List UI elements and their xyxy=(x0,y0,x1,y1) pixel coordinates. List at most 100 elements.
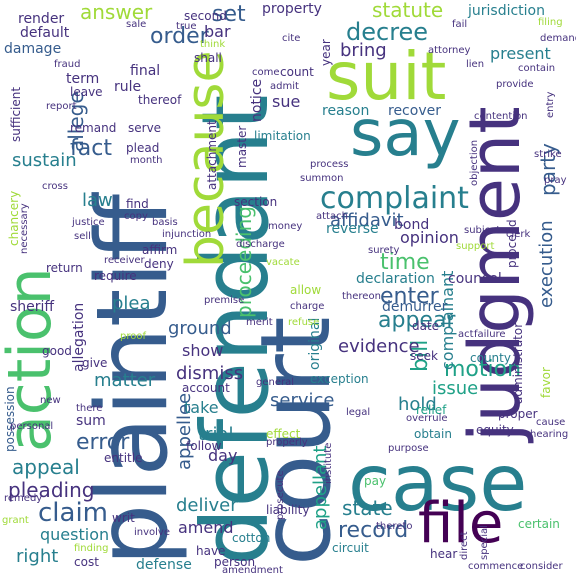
cloud-word: fraud xyxy=(54,59,81,70)
cloud-word: contain xyxy=(518,63,556,74)
cloud-word: state xyxy=(342,496,393,520)
cloud-word: thereto xyxy=(376,521,413,532)
cloud-word: deliver xyxy=(176,495,238,516)
cloud-word: discharge xyxy=(236,239,285,250)
cloud-word: statute xyxy=(372,0,444,22)
cloud-word: sell xyxy=(74,231,91,242)
cloud-word: notice xyxy=(249,78,265,122)
cloud-word: act xyxy=(458,329,474,340)
cloud-word: sustain xyxy=(12,150,77,171)
cloud-word: possession xyxy=(3,386,17,452)
cloud-word: dismiss xyxy=(176,363,244,384)
cloud-word: question xyxy=(40,525,110,544)
cloud-word: take xyxy=(184,398,219,417)
cloud-word: law xyxy=(82,190,113,211)
cloud-word: filing xyxy=(538,17,563,28)
cloud-word: render xyxy=(18,11,65,27)
cloud-word: commence xyxy=(468,561,524,572)
cloud-word: appear xyxy=(378,308,456,333)
cloud-word: surety xyxy=(368,245,400,256)
cloud-word: affidavit xyxy=(330,210,404,231)
cloud-word: attach xyxy=(316,211,348,222)
cloud-word: execution xyxy=(536,220,557,308)
cloud-word: cost xyxy=(74,555,99,569)
cloud-word: think xyxy=(200,39,226,50)
cloud-word: overrule xyxy=(406,413,448,424)
cloud-word: receiver xyxy=(104,255,145,266)
cloud-word: thereon xyxy=(342,291,381,302)
cloud-word: entry xyxy=(545,91,556,118)
cloud-word: equity xyxy=(476,423,514,437)
cloud-word: amend xyxy=(178,518,234,537)
cloud-word: merit xyxy=(246,317,273,328)
cloud-word: sue xyxy=(272,92,301,111)
cloud-word: cross xyxy=(42,181,68,192)
cloud-word: month xyxy=(130,155,163,166)
cloud-word: year xyxy=(319,39,333,66)
cloud-word: legal xyxy=(346,407,371,418)
cloud-word: bond xyxy=(394,217,430,233)
cloud-word: deny xyxy=(144,257,174,271)
cloud-word: special xyxy=(479,525,490,560)
cloud-word: proof xyxy=(120,331,146,342)
cloud-word: relief xyxy=(416,403,447,417)
cloud-word: hold xyxy=(398,394,437,415)
cloud-word: liability xyxy=(266,503,310,517)
cloud-word: final xyxy=(130,63,161,79)
cloud-word: injunction xyxy=(162,229,212,240)
cloud-word: vacate xyxy=(266,257,300,268)
cloud-word: right xyxy=(16,546,59,567)
cloud-word: property xyxy=(262,1,322,17)
cloud-word: file xyxy=(418,491,504,556)
cloud-word: attachment xyxy=(205,120,219,190)
cloud-word: day xyxy=(208,446,238,465)
cloud-word: pay xyxy=(364,474,387,488)
cloud-word: report xyxy=(46,101,77,112)
cloud-word: present xyxy=(490,44,551,63)
cloud-word: pleading xyxy=(8,478,95,502)
cloud-word: involve xyxy=(134,527,171,538)
cloud-word: refuse xyxy=(288,317,320,328)
cloud-word: institute xyxy=(323,442,334,484)
cloud-word: order xyxy=(150,24,209,49)
cloud-word: decree xyxy=(346,18,429,46)
cloud-word: favor xyxy=(539,367,553,398)
cloud-word: record xyxy=(338,518,409,543)
cloud-word: hear xyxy=(430,547,458,561)
cloud-word: return xyxy=(46,261,83,275)
cloud-word: support xyxy=(456,241,495,252)
cloud-word: time xyxy=(380,250,430,275)
cloud-word: account xyxy=(182,381,230,395)
cloud-word: answer xyxy=(80,0,153,24)
cloud-word: amendment xyxy=(222,565,283,576)
cloud-word: personal xyxy=(10,421,54,432)
cloud-word: require xyxy=(94,269,137,283)
cloud-word: serve xyxy=(128,121,162,135)
cloud-word: thereof xyxy=(138,93,182,107)
cloud-word: purpose xyxy=(388,443,429,454)
cloud-word: fail xyxy=(452,19,468,30)
cloud-word: clerk xyxy=(506,229,531,240)
cloud-word: fact xyxy=(70,136,112,161)
cloud-word: evidence xyxy=(338,336,420,357)
cloud-word: sale xyxy=(126,19,147,30)
cloud-word: term xyxy=(66,71,100,87)
cloud-word: effect xyxy=(266,427,301,441)
cloud-word: issue xyxy=(432,378,479,399)
cloud-word: counsel xyxy=(448,271,502,287)
cloud-word: subject xyxy=(464,225,501,236)
cloud-word: consider xyxy=(520,561,563,572)
cloud-word: suit xyxy=(326,38,447,115)
cloud-word: remand xyxy=(70,121,117,135)
cloud-word: default xyxy=(20,25,70,41)
cloud-word: writ xyxy=(112,511,135,525)
cloud-word: limitation xyxy=(254,129,311,143)
cloud-word: cite xyxy=(282,33,301,44)
cloud-word: exception xyxy=(310,372,369,386)
cloud-word: money xyxy=(268,221,303,232)
cloud-word: count xyxy=(280,65,314,79)
cloud-word: premise xyxy=(204,295,245,306)
cloud-word: demand xyxy=(540,33,576,44)
cloud-word: process xyxy=(310,159,349,170)
cloud-word: strike xyxy=(534,149,562,160)
